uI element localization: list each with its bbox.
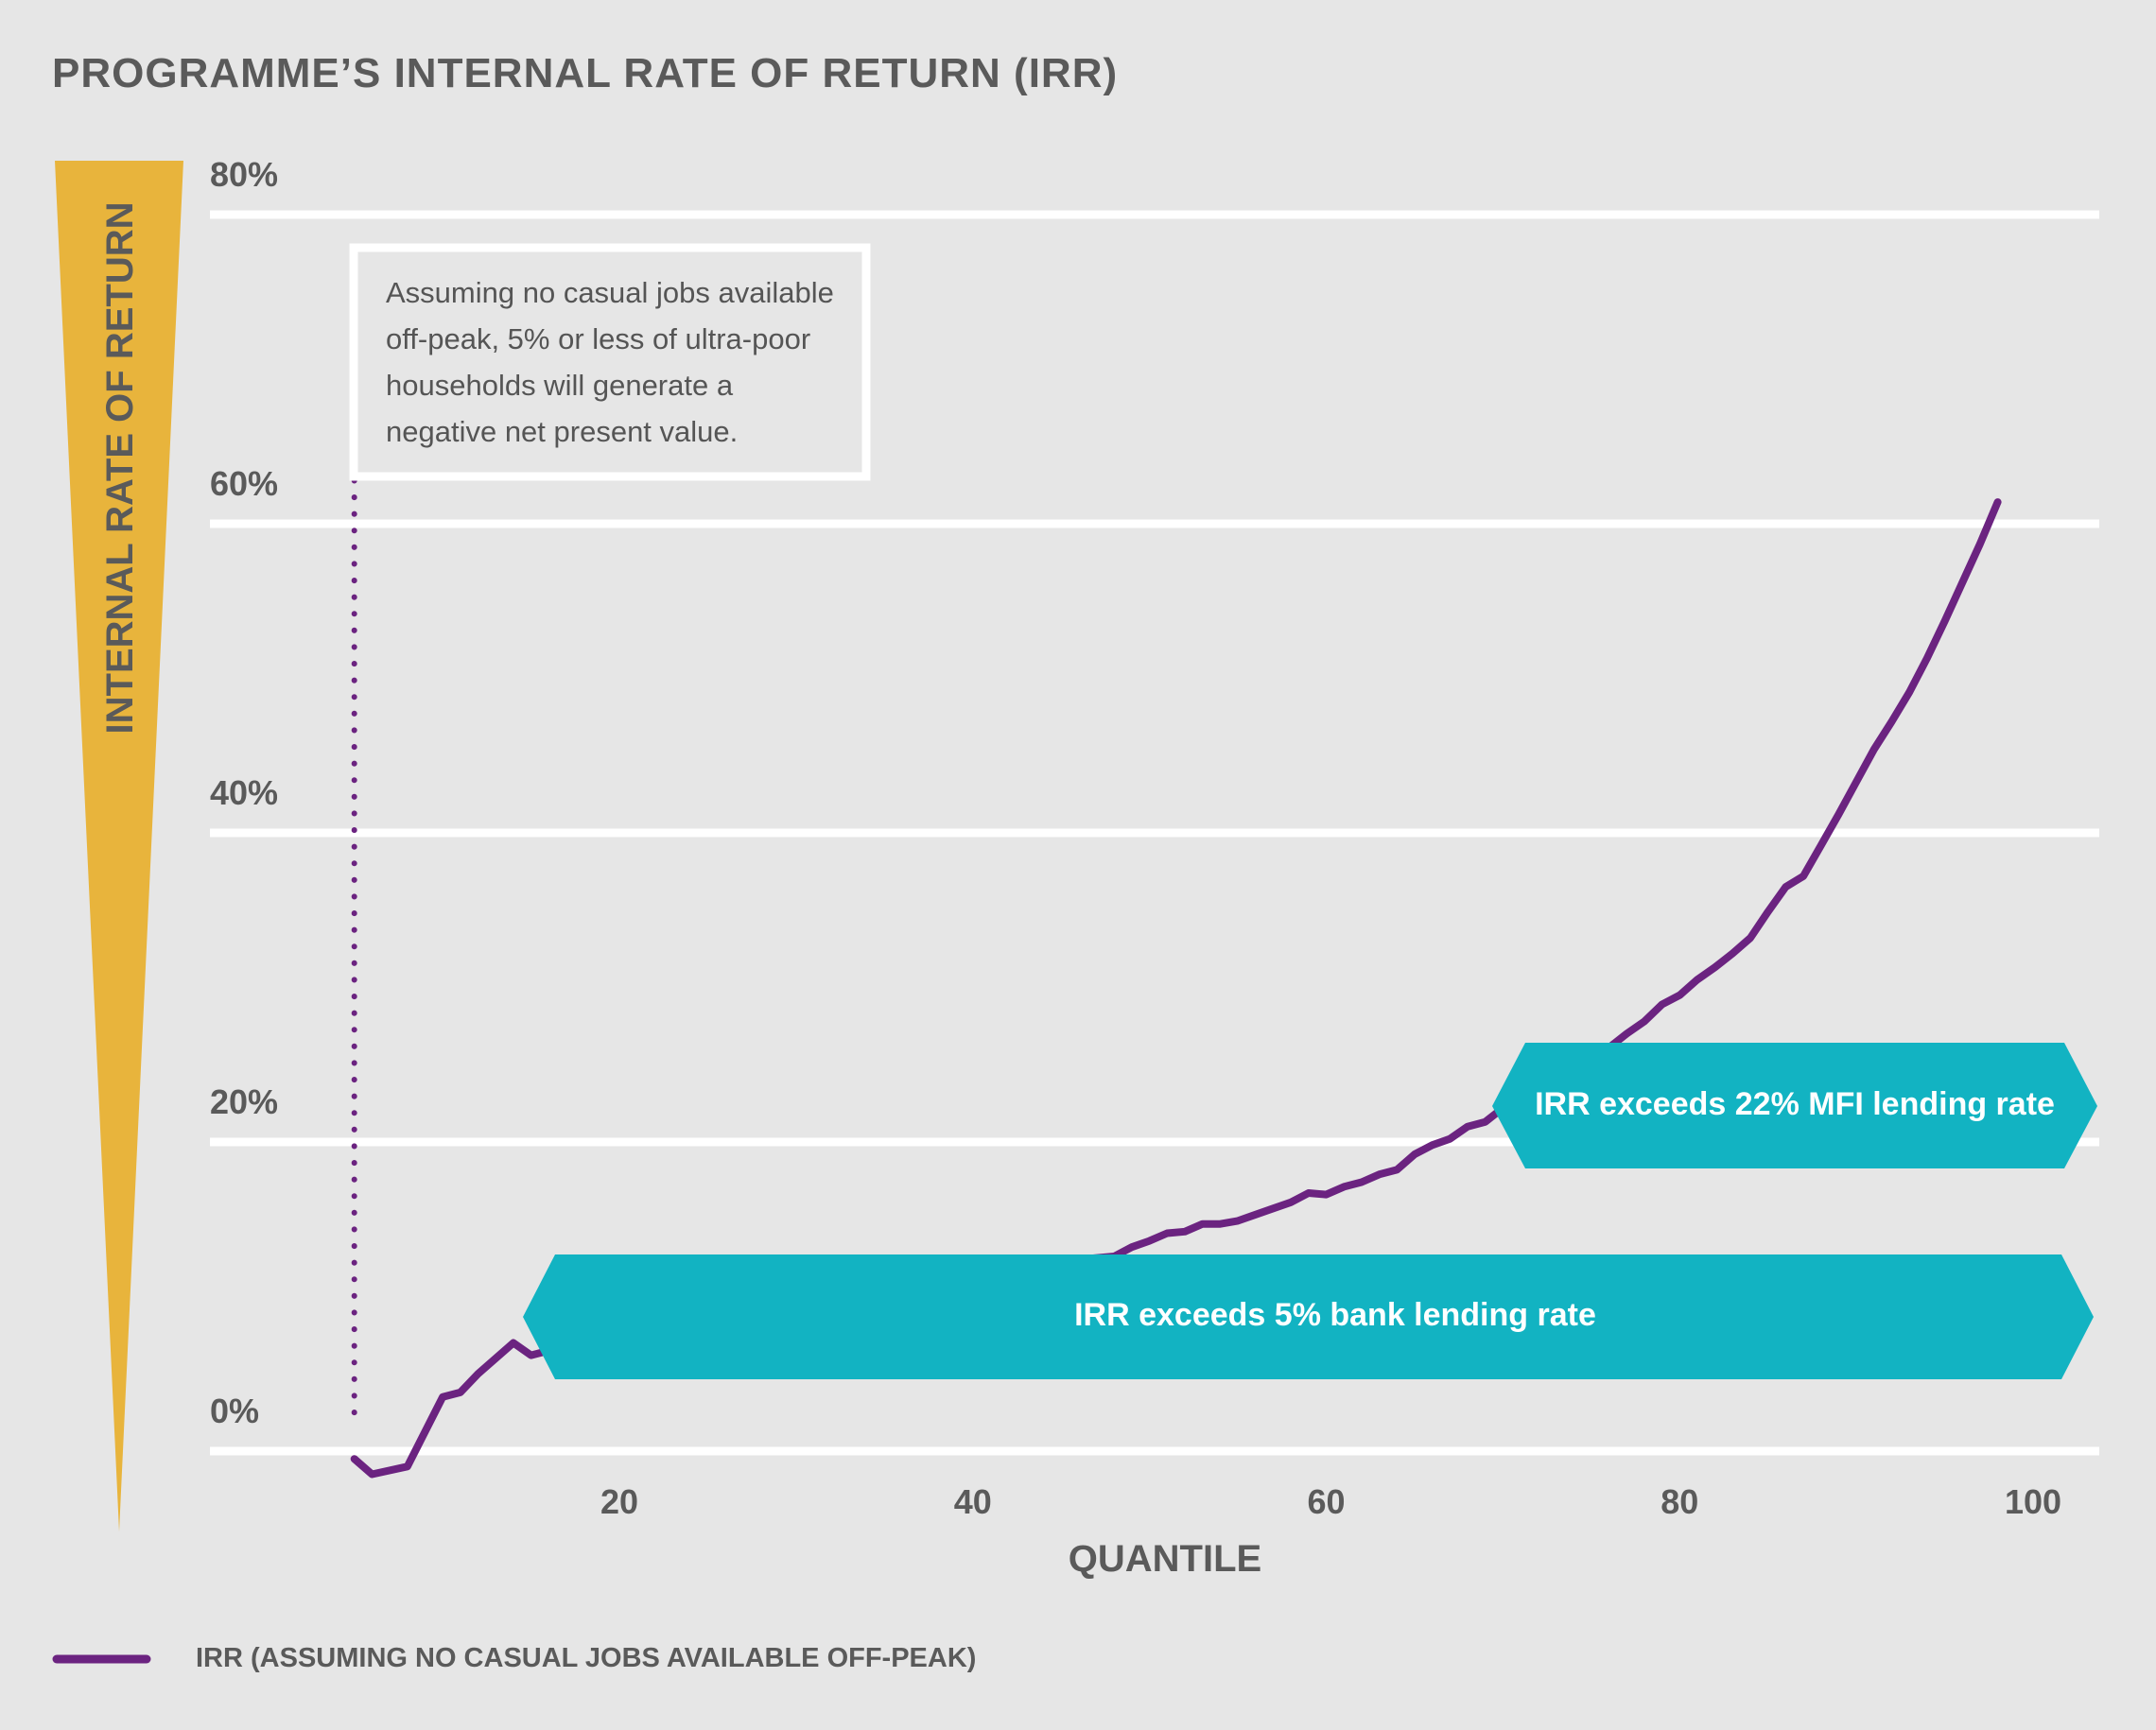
x-tick-labels: 20 40 60 80 100 [600,1482,2061,1521]
x-tick-label: 80 [1660,1482,1698,1521]
mfi-rate-band-label: IRR exceeds 22% MFI lending rate [1535,1086,2055,1122]
note-line-4: negative net present value. [386,415,738,448]
bank-rate-band-label: IRR exceeds 5% bank lending rate [1074,1297,1596,1333]
mfi-rate-band [1492,1043,2097,1168]
gridlines [210,210,2099,1456]
note-line-1: Assuming no casual jobs available [386,276,834,309]
note-line-3: households will generate a [386,369,734,402]
y-tick-label: 80% [210,155,278,194]
x-tick-label: 20 [600,1482,638,1521]
y-tick-labels: 0% 20% 40% 60% 80% [210,155,278,1430]
note-line-2: off-peak, 5% or less of ultra-poor [386,322,810,355]
y-tick-label: 60% [210,464,278,503]
y-tick-label: 40% [210,773,278,812]
y-tick-label: 0% [210,1392,259,1430]
note-box [349,243,871,481]
legend-label: IRR (ASSUMING NO CASUAL JOBS AVAILABLE O… [196,1643,976,1673]
x-axis-label: QUANTILE [1069,1538,1261,1580]
x-tick-label: 60 [1307,1482,1345,1521]
x-tick-label: 100 [2005,1482,2061,1521]
y-tick-label: 20% [210,1082,278,1121]
chart-title: PROGRAMME’S INTERNAL RATE OF RETURN (IRR… [52,50,1118,96]
bank-rate-band [523,1254,2094,1379]
x-tick-label: 40 [954,1482,992,1521]
y-axis-wedge [55,161,183,1531]
y-axis-label: INTERNAL RATE OF RETURN [99,202,141,735]
